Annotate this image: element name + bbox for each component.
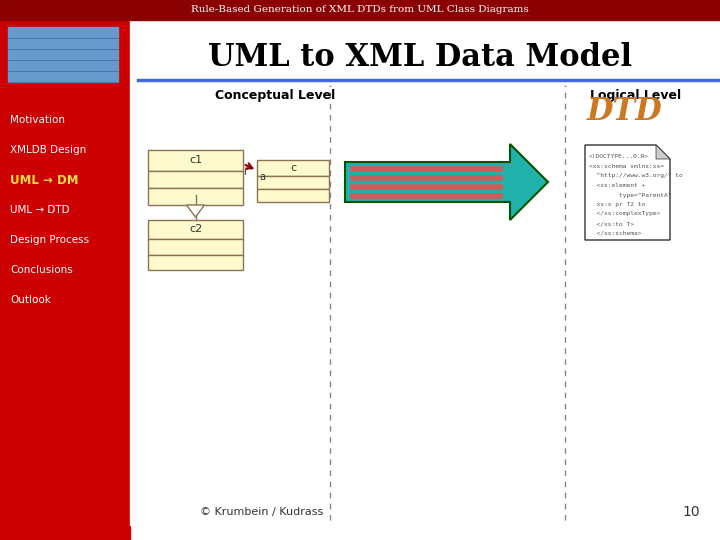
Text: c1: c1 — [189, 156, 202, 165]
Polygon shape — [656, 145, 670, 159]
Text: xs:s pr T2 to: xs:s pr T2 to — [589, 202, 645, 207]
Bar — [148, 239, 243, 254]
Text: <xs:element +: <xs:element + — [589, 183, 645, 188]
Text: UML to XML Data Model: UML to XML Data Model — [208, 43, 632, 73]
Text: <!DOCTYPE...0.9>: <!DOCTYPE...0.9> — [589, 154, 649, 159]
Bar — [148, 254, 243, 270]
Text: c: c — [290, 163, 296, 173]
Text: © Krumbein / Kudrass: © Krumbein / Kudrass — [200, 507, 323, 517]
Bar — [148, 220, 243, 239]
Text: Design Process: Design Process — [10, 235, 89, 245]
Text: UML → DM: UML → DM — [10, 173, 78, 186]
Text: Logical Level: Logical Level — [590, 89, 681, 102]
Text: Motivation: Motivation — [10, 115, 65, 125]
Text: a: a — [259, 172, 265, 183]
Bar — [130, 20, 720, 525]
Polygon shape — [585, 145, 670, 240]
Polygon shape — [345, 144, 548, 220]
Bar — [0, 20, 130, 540]
Text: Rule-Based Generation of XML DTDs from UML Class Diagrams: Rule-Based Generation of XML DTDs from U… — [191, 5, 529, 15]
Text: c2: c2 — [189, 225, 202, 234]
Text: UML → DTD: UML → DTD — [10, 205, 70, 215]
Text: </xs:to T>: </xs:to T> — [589, 221, 634, 226]
Text: Conclusions: Conclusions — [10, 265, 73, 275]
Bar — [257, 160, 329, 176]
Bar — [0, 0, 720, 20]
Bar — [148, 150, 243, 171]
Text: 10: 10 — [683, 505, 700, 519]
Text: Conceptual Level: Conceptual Level — [215, 89, 336, 102]
Bar — [148, 188, 243, 205]
Text: "http://www.w3.org/" to: "http://www.w3.org/" to — [589, 173, 683, 179]
Text: <xs:schema xmlns:xs=: <xs:schema xmlns:xs= — [589, 164, 664, 169]
Polygon shape — [186, 205, 204, 217]
Bar — [8, 27, 118, 82]
Bar — [257, 189, 329, 202]
Text: DTD: DTD — [587, 97, 663, 127]
Text: r: r — [243, 167, 247, 177]
Text: </xs:schema>: </xs:schema> — [589, 231, 642, 235]
Bar — [148, 171, 243, 188]
Text: XMLDB Design: XMLDB Design — [10, 145, 86, 155]
Text: type="ParentA": type="ParentA" — [589, 192, 672, 198]
Text: </xs:complexType>: </xs:complexType> — [589, 212, 660, 217]
Bar — [257, 176, 329, 189]
Text: Outlook: Outlook — [10, 295, 51, 305]
